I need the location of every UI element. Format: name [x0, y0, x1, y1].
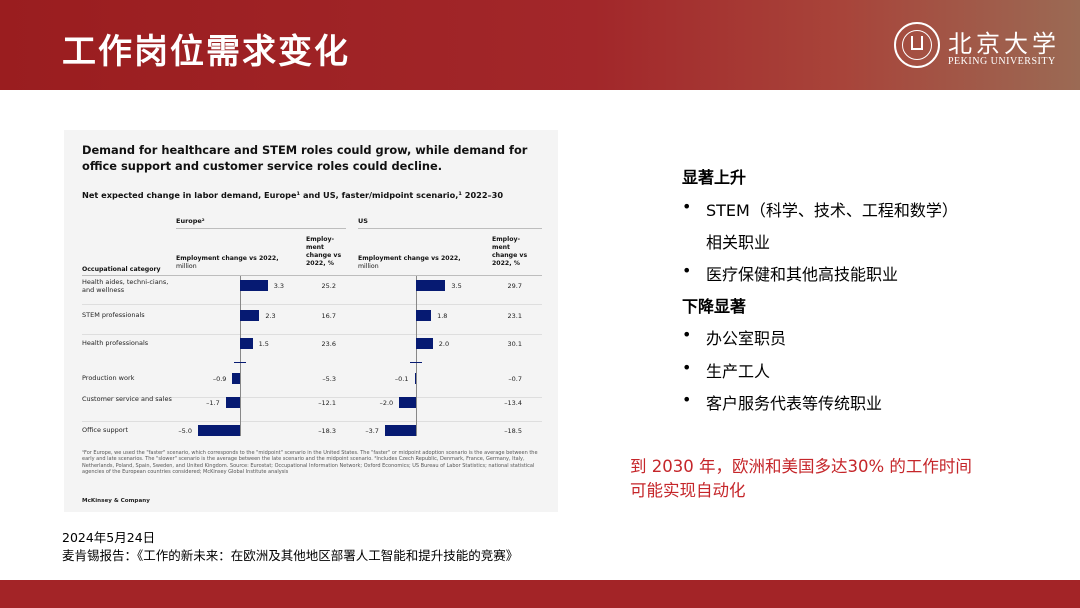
bar [416, 338, 433, 349]
zero-axis [416, 276, 417, 436]
bar [240, 280, 268, 291]
automation-note-line1: 到 2030 年，欧洲和美国多达30% 的工作时间 [630, 457, 972, 476]
bar [198, 425, 240, 436]
col-header-category: Occupational category [82, 266, 161, 273]
category-label: Office support [82, 426, 128, 434]
data-label: 3.3 [273, 282, 285, 290]
col-header-pct-eu: Employ-ment change vs 2022, % [306, 236, 342, 267]
automation-note-line2: 可能实现自动化 [630, 481, 746, 500]
row-divider [82, 304, 542, 305]
col-header-pct-us: Employ-ment change vs 2022, % [492, 236, 528, 267]
row-divider [82, 334, 542, 335]
data-label: –3.7 [365, 427, 379, 435]
rise-item: STEM（科学、技术、工程和数学） [706, 201, 958, 220]
data-label: 2.3 [265, 312, 276, 320]
data-label: –2.0 [379, 399, 394, 407]
chart-subtitle: Net expected change in labor demand, Eur… [82, 190, 504, 200]
category-label: Production work [82, 374, 135, 382]
caption-date: 2024年5月24日 [62, 530, 156, 545]
pct-label: 23.1 [507, 312, 522, 320]
category-label: Health professionals [82, 339, 149, 347]
category-label: STEM professionals [82, 311, 145, 319]
divider [358, 228, 542, 229]
bar [240, 310, 260, 321]
slide-header: 工作岗位需求变化 北京大学 PEKING UNIVERSITY [0, 0, 1080, 90]
divider [176, 228, 346, 229]
fall-item: 客户服务代表等传统职业 [706, 394, 883, 413]
row-divider [82, 397, 542, 398]
pct-label: –18.5 [504, 427, 522, 435]
fall-heading: 下降显著 [682, 297, 747, 316]
chart-footnote: ¹For Europe, we used the "faster" scenar… [82, 450, 538, 475]
slide-title: 工作岗位需求变化 [62, 32, 350, 72]
rise-item-continued: 相关职业 [706, 233, 771, 252]
zero-axis [240, 276, 241, 436]
data-label: –1.7 [206, 399, 220, 407]
separator-mark [410, 362, 422, 363]
bar [416, 310, 432, 321]
logo-chinese-text: 北京大学 [948, 30, 1060, 58]
fall-item: 办公室职员 [706, 329, 787, 348]
footer-bar [0, 580, 1080, 608]
pct-label: 23.6 [321, 340, 336, 348]
bullet-icon: • [682, 197, 692, 216]
data-label: 3.5 [451, 282, 462, 290]
chart-figure: Demand for healthcare and STEM roles cou… [64, 130, 558, 512]
chart-title: Demand for healthcare and STEM roles cou… [82, 143, 528, 173]
bar [384, 425, 416, 436]
bar [416, 280, 446, 291]
pct-label: –13.4 [504, 399, 522, 407]
bullet-icon: • [682, 325, 692, 344]
bullet-icon: • [682, 261, 692, 280]
col-header-emp-eu: Employment change vs 2022, million [176, 255, 279, 270]
logo-english-text: PEKING UNIVERSITY [948, 56, 1056, 67]
bar [414, 373, 416, 384]
data-label: 2.0 [438, 340, 450, 348]
data-label: –0.1 [394, 375, 409, 383]
row-divider [82, 421, 542, 422]
separator-mark [234, 362, 246, 363]
pct-label: –18.3 [318, 427, 336, 435]
data-label: –0.9 [212, 375, 227, 383]
caption-report: 麦肯锡报告：《工作的新未来：在欧洲及其他地区部署人工智能和提升技能的竞赛》 [62, 548, 519, 563]
bar [232, 373, 240, 384]
rise-item: 医疗保健和其他高技能职业 [706, 265, 899, 284]
region-label-us: US [358, 217, 368, 225]
bullet-icon: • [682, 358, 692, 377]
pct-label: –12.1 [318, 399, 336, 407]
pct-label: 30.1 [507, 340, 522, 348]
bar [240, 338, 253, 349]
rise-heading: 显著上升 [682, 168, 747, 187]
pct-label: –0.7 [508, 375, 522, 383]
pct-label: –5.3 [322, 375, 336, 383]
pct-label: 16.7 [321, 312, 336, 320]
bullet-icon: • [682, 390, 692, 409]
data-label: 1.8 [437, 312, 448, 320]
data-label: 1.5 [258, 340, 269, 348]
pct-label: 25.2 [321, 282, 336, 290]
pku-seal-icon [894, 22, 940, 68]
fall-item: 生产工人 [706, 362, 771, 381]
source-brand: McKinsey & Company [82, 498, 150, 504]
data-label: –5.0 [178, 427, 192, 435]
col-header-emp-us: Employment change vs 2022, million [358, 255, 461, 270]
bar [225, 397, 240, 408]
region-label-europe: Europe² [176, 217, 205, 225]
bar [399, 397, 416, 408]
header-divider [82, 275, 542, 276]
pct-label: 29.7 [507, 282, 522, 290]
category-label: Health aides, techni-cians, and wellness [82, 278, 169, 294]
category-label: Customer service and sales [82, 395, 172, 403]
